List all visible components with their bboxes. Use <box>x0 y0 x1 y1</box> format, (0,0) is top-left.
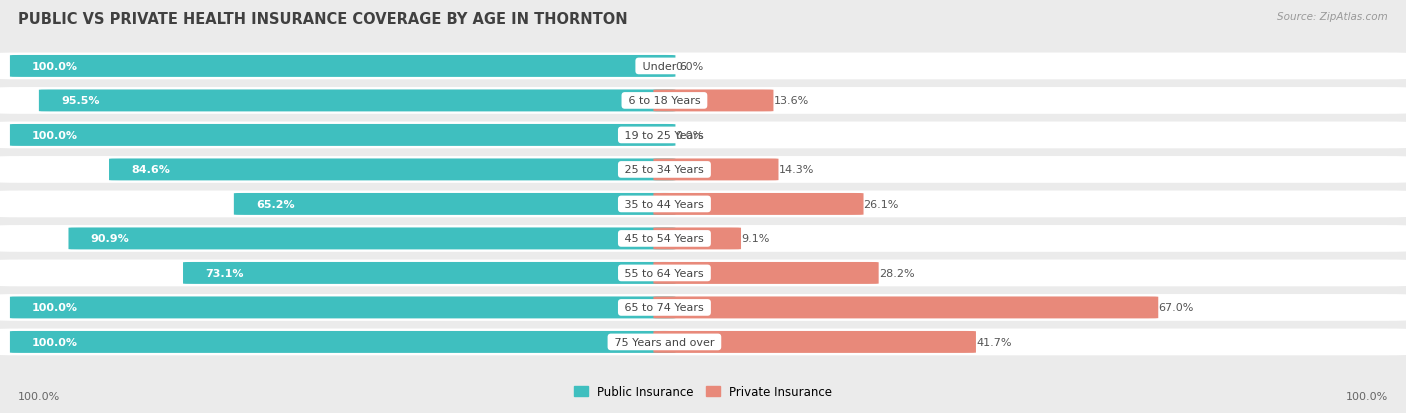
Text: 95.5%: 95.5% <box>60 96 100 106</box>
Text: 28.2%: 28.2% <box>879 268 914 278</box>
Text: 45 to 54 Years: 45 to 54 Years <box>621 234 707 244</box>
Text: 67.0%: 67.0% <box>1159 303 1194 313</box>
Text: 41.7%: 41.7% <box>976 337 1011 347</box>
Text: 13.6%: 13.6% <box>773 96 808 106</box>
Text: 100.0%: 100.0% <box>32 131 77 140</box>
FancyBboxPatch shape <box>654 262 879 284</box>
FancyBboxPatch shape <box>10 297 675 319</box>
FancyBboxPatch shape <box>0 329 1406 356</box>
FancyBboxPatch shape <box>0 191 1406 218</box>
FancyBboxPatch shape <box>69 228 675 250</box>
Text: 75 Years and over: 75 Years and over <box>612 337 718 347</box>
Text: 25 to 34 Years: 25 to 34 Years <box>621 165 707 175</box>
FancyBboxPatch shape <box>0 294 1406 321</box>
Text: 6 to 18 Years: 6 to 18 Years <box>624 96 704 106</box>
Text: 100.0%: 100.0% <box>18 391 60 401</box>
Text: 100.0%: 100.0% <box>32 62 77 72</box>
FancyBboxPatch shape <box>654 90 773 112</box>
Text: 100.0%: 100.0% <box>32 337 77 347</box>
Text: 55 to 64 Years: 55 to 64 Years <box>621 268 707 278</box>
Text: PUBLIC VS PRIVATE HEALTH INSURANCE COVERAGE BY AGE IN THORNTON: PUBLIC VS PRIVATE HEALTH INSURANCE COVER… <box>18 12 628 27</box>
Text: Source: ZipAtlas.com: Source: ZipAtlas.com <box>1277 12 1388 22</box>
Text: 35 to 44 Years: 35 to 44 Years <box>621 199 707 209</box>
FancyBboxPatch shape <box>110 159 675 181</box>
Text: 90.9%: 90.9% <box>90 234 129 244</box>
FancyBboxPatch shape <box>0 88 1406 114</box>
Text: 73.1%: 73.1% <box>205 268 243 278</box>
FancyBboxPatch shape <box>654 228 741 250</box>
FancyBboxPatch shape <box>654 331 976 353</box>
Text: 19 to 25 Years: 19 to 25 Years <box>621 131 707 140</box>
Text: 65 to 74 Years: 65 to 74 Years <box>621 303 707 313</box>
FancyBboxPatch shape <box>654 193 863 216</box>
Text: 0.0%: 0.0% <box>675 131 703 140</box>
Text: 26.1%: 26.1% <box>863 199 898 209</box>
FancyBboxPatch shape <box>0 157 1406 183</box>
Text: 84.6%: 84.6% <box>131 165 170 175</box>
Text: 100.0%: 100.0% <box>32 303 77 313</box>
FancyBboxPatch shape <box>654 297 1159 319</box>
FancyBboxPatch shape <box>183 262 675 284</box>
Text: 65.2%: 65.2% <box>256 199 294 209</box>
FancyBboxPatch shape <box>10 56 675 78</box>
FancyBboxPatch shape <box>10 331 675 353</box>
Text: 100.0%: 100.0% <box>1346 391 1388 401</box>
FancyBboxPatch shape <box>0 53 1406 80</box>
FancyBboxPatch shape <box>233 193 675 216</box>
Text: 14.3%: 14.3% <box>779 165 814 175</box>
Legend: Public Insurance, Private Insurance: Public Insurance, Private Insurance <box>569 381 837 403</box>
Text: 0.0%: 0.0% <box>675 62 703 72</box>
FancyBboxPatch shape <box>0 225 1406 252</box>
FancyBboxPatch shape <box>10 125 675 147</box>
Text: Under 6: Under 6 <box>638 62 690 72</box>
FancyBboxPatch shape <box>654 159 779 181</box>
FancyBboxPatch shape <box>0 122 1406 149</box>
Text: 9.1%: 9.1% <box>741 234 769 244</box>
FancyBboxPatch shape <box>39 90 675 112</box>
FancyBboxPatch shape <box>0 260 1406 287</box>
